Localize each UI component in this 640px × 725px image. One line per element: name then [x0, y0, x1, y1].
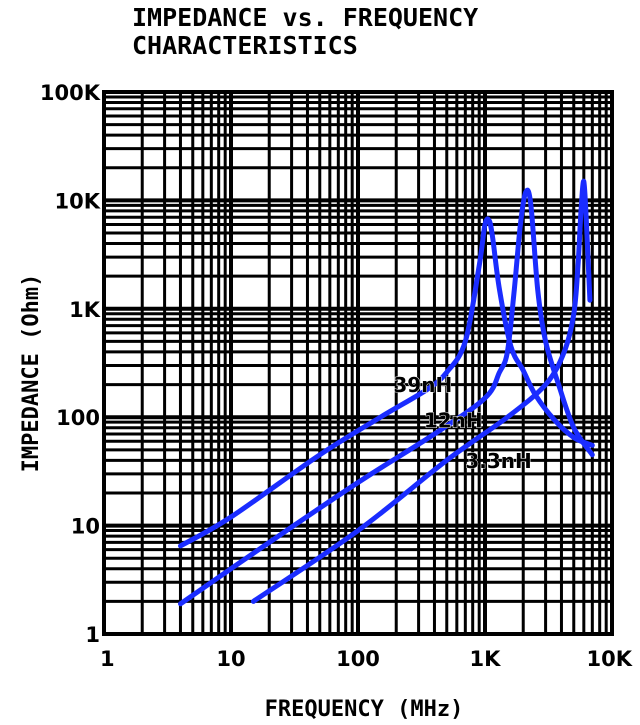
- series-line-2: [250, 178, 593, 604]
- chart-title-line-2: CHARACTERISTICS: [132, 31, 358, 60]
- series-label-2: 3.3nH: [465, 449, 531, 473]
- chart-title-line-1: IMPEDANCE vs. FREQUENCY: [132, 3, 479, 32]
- grid: [102, 90, 614, 636]
- plot-frame: [102, 90, 614, 636]
- x-tick-label: 100: [336, 647, 380, 671]
- series-line-1: [178, 187, 595, 607]
- x-tick-label: 1: [100, 647, 115, 671]
- series-curves: [178, 178, 595, 607]
- series-labels: 39nH 12nH 3.3nH: [393, 373, 532, 474]
- series-label-1: 12nH: [424, 409, 483, 433]
- series-label-0: 39nH: [393, 373, 452, 397]
- y-tick-label: 100: [56, 406, 100, 430]
- y-axis-label: IMPEDANCE (Ohm): [19, 274, 44, 473]
- y-tick-label: 10K: [55, 189, 101, 213]
- y-tick-labels: 1 10 100 1K 10K 100K: [40, 81, 101, 647]
- x-tick-labels: 1 10 100 1K 10K: [100, 647, 633, 671]
- y-tick-label: 100K: [40, 81, 101, 105]
- chart-title: IMPEDANCE vs. FREQUENCY CHARACTERISTICS: [132, 4, 478, 60]
- x-tick-label: 10: [216, 647, 245, 671]
- y-tick-label: 10: [71, 515, 100, 539]
- y-tick-label: 1: [85, 623, 100, 647]
- y-tick-label: 1K: [69, 298, 101, 322]
- x-tick-label: 1K: [470, 647, 502, 671]
- x-tick-label: 10K: [587, 647, 633, 671]
- x-axis-label: FREQUENCY (MHz): [265, 697, 464, 722]
- series-line-0: [178, 216, 595, 549]
